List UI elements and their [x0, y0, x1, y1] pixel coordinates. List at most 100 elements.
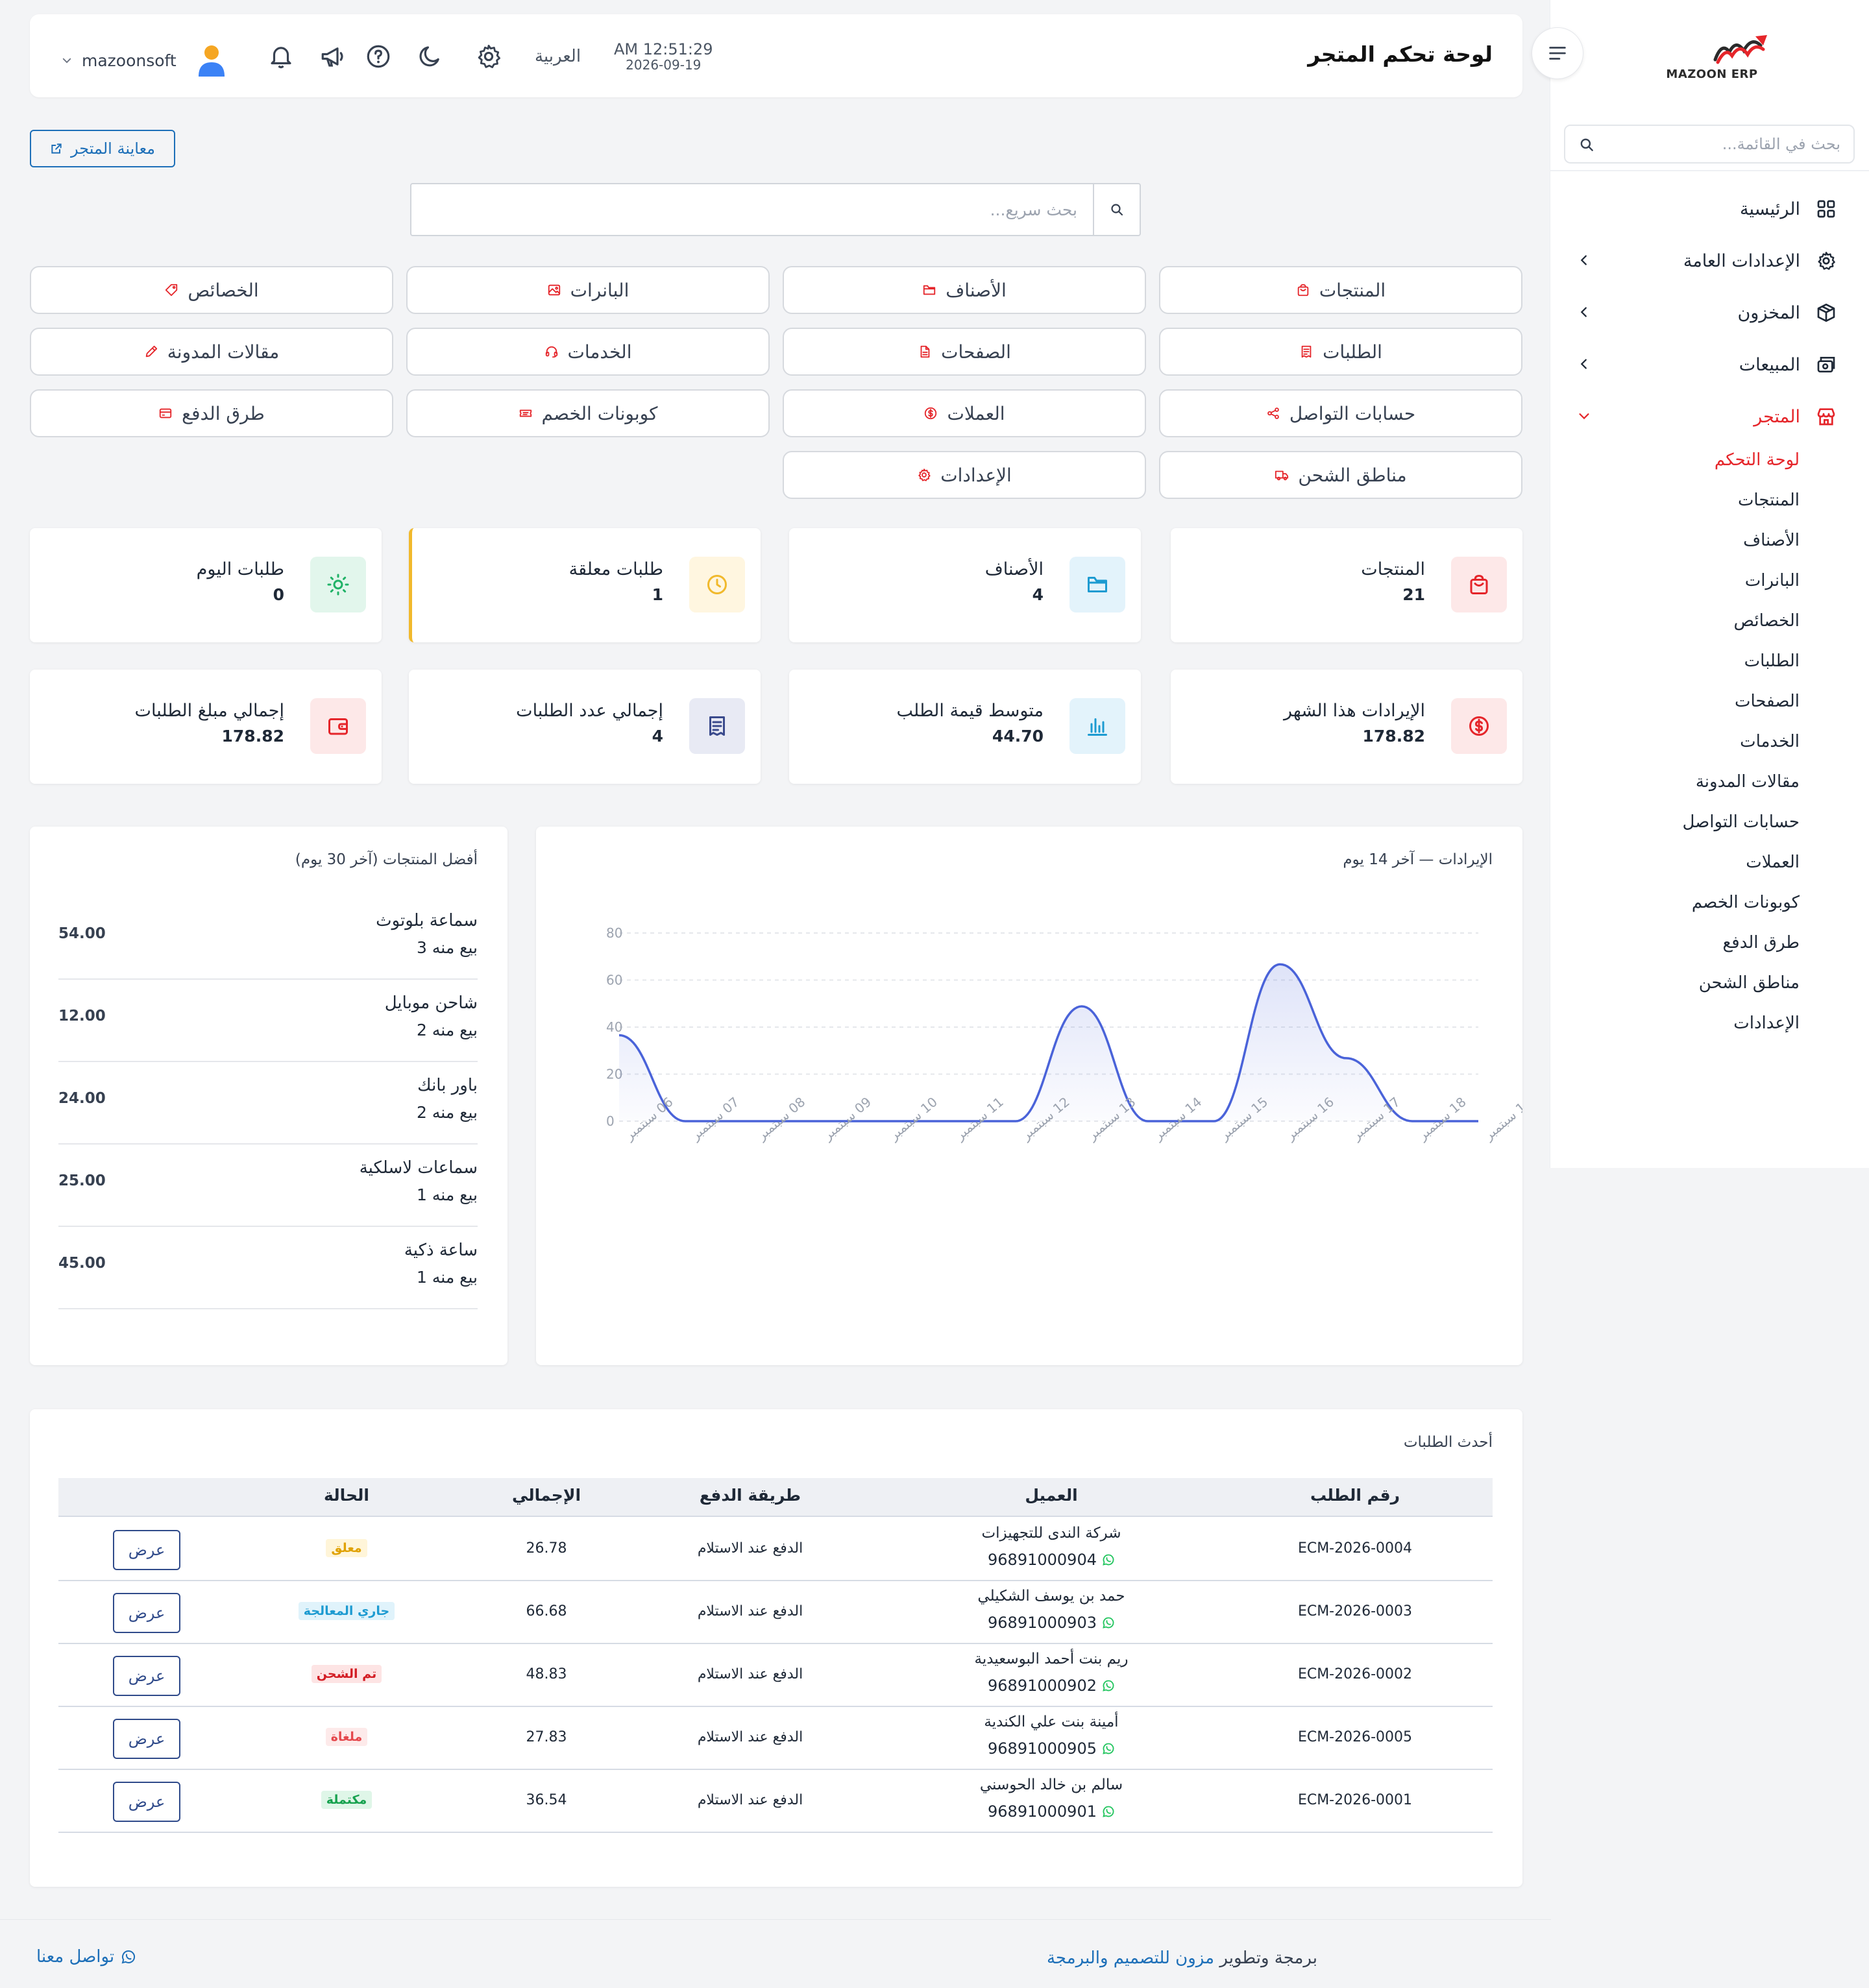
order-number[interactable]: ECM-2026-0005	[1297, 1729, 1413, 1745]
quick-link-share[interactable]: حسابات التواصل	[1159, 389, 1522, 437]
sidebar-subitem-social-accounts[interactable]: حسابات التواصل	[1682, 812, 1800, 832]
sidebar-toggle-button[interactable]	[1532, 27, 1583, 79]
x-tick-label: 10 سبتمبر	[885, 1094, 940, 1143]
top-header: لوحة تحكم المتجر AM 12:51:29 2026-09-19 …	[30, 14, 1522, 97]
customer-phone[interactable]: 96891000902	[980, 1677, 1123, 1695]
stat-icon-box	[689, 557, 745, 612]
col-customer: العميل	[1025, 1486, 1078, 1505]
quick-link-receipt[interactable]: الطلبات	[1159, 328, 1522, 376]
quick-link-pen[interactable]: مقالات المدونة	[30, 328, 393, 376]
quick-link-bag[interactable]: المنتجات	[1159, 266, 1522, 314]
stat-icon-box	[310, 698, 366, 754]
order-number[interactable]: ECM-2026-0002	[1297, 1666, 1413, 1682]
help-icon[interactable]	[365, 43, 392, 70]
quick-link-ticket[interactable]: كوبونات الخصم	[406, 389, 770, 437]
preview-store-button[interactable]: معاينة المتجر	[30, 130, 175, 167]
logo[interactable]: MAZOON ERP	[1650, 30, 1774, 81]
sidebar-divider	[1550, 170, 1869, 171]
sidebar-subitem-products[interactable]: المنتجات	[1737, 491, 1800, 510]
footer: برمجة وتطوير مزون للتصميم والبرمجة تواصل…	[0, 1919, 1551, 1988]
chevron-down-icon	[1579, 413, 1589, 420]
sidebar-item-inventory[interactable]: المخزون	[1577, 293, 1837, 332]
sidebar-subitem-attributes[interactable]: الخصائص	[1733, 611, 1800, 631]
quick-link-gear[interactable]: الإعدادات	[783, 451, 1146, 499]
bell-icon[interactable]	[267, 43, 295, 70]
sidebar-subitem-services[interactable]: الخدمات	[1740, 732, 1800, 751]
contact-us-link[interactable]: تواصل معنا	[36, 1947, 136, 1967]
sidebar-subitem-settings[interactable]: الإعدادات	[1733, 1013, 1800, 1033]
card-icon	[160, 408, 172, 418]
sidebar-item-sales[interactable]: المبيعات	[1577, 345, 1837, 384]
sidebar-item-home[interactable]: الرئيسية	[1577, 189, 1837, 228]
customer-name: شركة الندى للتجهيزات	[981, 1525, 1121, 1542]
status-cell: جاري المعالجة	[269, 1602, 424, 1620]
sidebar-subitem-payment-methods[interactable]: طرق الدفع	[1722, 933, 1800, 952]
quick-link-file[interactable]: الصفحات	[783, 328, 1146, 376]
quick-link-image[interactable]: البانرات	[406, 266, 770, 314]
order-number[interactable]: ECM-2026-0004	[1297, 1540, 1413, 1557]
sidebar-subitem-banners[interactable]: البانرات	[1744, 571, 1800, 590]
payment-method: الدفع عند الاستلام	[697, 1792, 803, 1808]
sidebar-subitem-orders[interactable]: الطلبات	[1744, 651, 1800, 671]
customer-phone[interactable]: 96891000903	[980, 1614, 1123, 1632]
quick-link-truck[interactable]: مناطق الشحن	[1159, 451, 1522, 499]
folder-icon	[1088, 577, 1107, 592]
sidebar-subitem-categories[interactable]: الأصناف	[1743, 531, 1800, 550]
quick-link-card[interactable]: طرق الدفع	[30, 389, 393, 437]
stat-icon-box	[1451, 698, 1507, 754]
quick-link-headset[interactable]: الخدمات	[406, 328, 770, 376]
user-menu[interactable]: mazoonsoft	[61, 43, 227, 78]
order-total: 26.78	[526, 1540, 567, 1557]
customer-phone[interactable]: 96891000901	[980, 1802, 1123, 1821]
sidebar-subitem-currencies[interactable]: العملات	[1746, 853, 1800, 872]
top-product-name: باور بانك	[417, 1076, 478, 1095]
sidebar-item-store[interactable]: المتجر	[1577, 397, 1837, 436]
view-order-button[interactable]: عرض	[113, 1782, 180, 1822]
view-order-button[interactable]: عرض	[113, 1656, 180, 1696]
view-order-button[interactable]: عرض	[113, 1530, 180, 1570]
language-switch[interactable]: العربية	[535, 47, 581, 66]
sidebar-subitem-coupons[interactable]: كوبونات الخصم	[1691, 893, 1800, 912]
customer-phone[interactable]: 96891000904	[980, 1551, 1123, 1569]
view-order-button[interactable]: عرض	[113, 1719, 180, 1759]
whatsapp-icon	[1103, 1680, 1114, 1691]
status-badge: تم الشحن	[311, 1665, 382, 1683]
quick-link-label: طرق الدفع	[182, 402, 265, 424]
col-order-number: رقم الطلب	[1310, 1486, 1400, 1505]
gear-icon	[918, 468, 931, 481]
quick-search-input[interactable]	[454, 195, 1077, 224]
sidebar-subitem-shipping-zones[interactable]: مناطق الشحن	[1698, 973, 1800, 993]
quick-link-tag[interactable]: الخصائص	[30, 266, 393, 314]
customer-phone[interactable]: 96891000905	[980, 1740, 1123, 1758]
moon-icon[interactable]	[417, 43, 444, 70]
sidebar-subitem-dashboard[interactable]: لوحة التحكم	[1714, 450, 1800, 470]
payment-method: الدفع عند الاستلام	[697, 1603, 803, 1619]
sidebar-search-input[interactable]	[1626, 135, 1840, 153]
sidebar-search[interactable]	[1564, 125, 1855, 164]
whatsapp-icon	[1103, 1743, 1114, 1754]
view-order-button[interactable]: عرض	[113, 1593, 180, 1633]
order-number[interactable]: ECM-2026-0001	[1297, 1792, 1413, 1808]
quick-link-currency[interactable]: العملات	[783, 389, 1146, 437]
status-badge: مكتملة	[321, 1791, 373, 1809]
stat-value: 4	[652, 727, 663, 746]
sidebar-subitem-pages[interactable]: الصفحات	[1734, 692, 1800, 711]
truck-icon	[1275, 470, 1289, 481]
stat-title: متوسط قيمة الطلب	[896, 701, 1044, 721]
quick-link-folder[interactable]: الأصناف	[783, 266, 1146, 314]
stat-card: طلبات اليوم 0	[30, 528, 382, 642]
cash-register-icon	[1817, 357, 1835, 372]
gear-icon[interactable]	[475, 43, 502, 70]
quick-search[interactable]	[410, 183, 1141, 236]
sidebar-item-general-settings[interactable]: الإعدادات العامة	[1577, 241, 1837, 280]
quick-search-button[interactable]	[1093, 184, 1140, 235]
footer-credit-link[interactable]: مزون للتصميم والبرمجة	[1046, 1948, 1215, 1968]
sidebar-item-label: المخزون	[1737, 302, 1800, 323]
megaphone-icon[interactable]	[319, 43, 347, 70]
chevron-down-icon	[62, 58, 71, 64]
top-product-value: 54.00	[58, 925, 106, 942]
sidebar-subitem-blog-posts[interactable]: مقالات المدونة	[1695, 772, 1800, 792]
order-total: 36.54	[526, 1792, 567, 1808]
order-number[interactable]: ECM-2026-0003	[1297, 1603, 1413, 1619]
x-tick-label: 14 سبتمبر	[1150, 1094, 1205, 1143]
